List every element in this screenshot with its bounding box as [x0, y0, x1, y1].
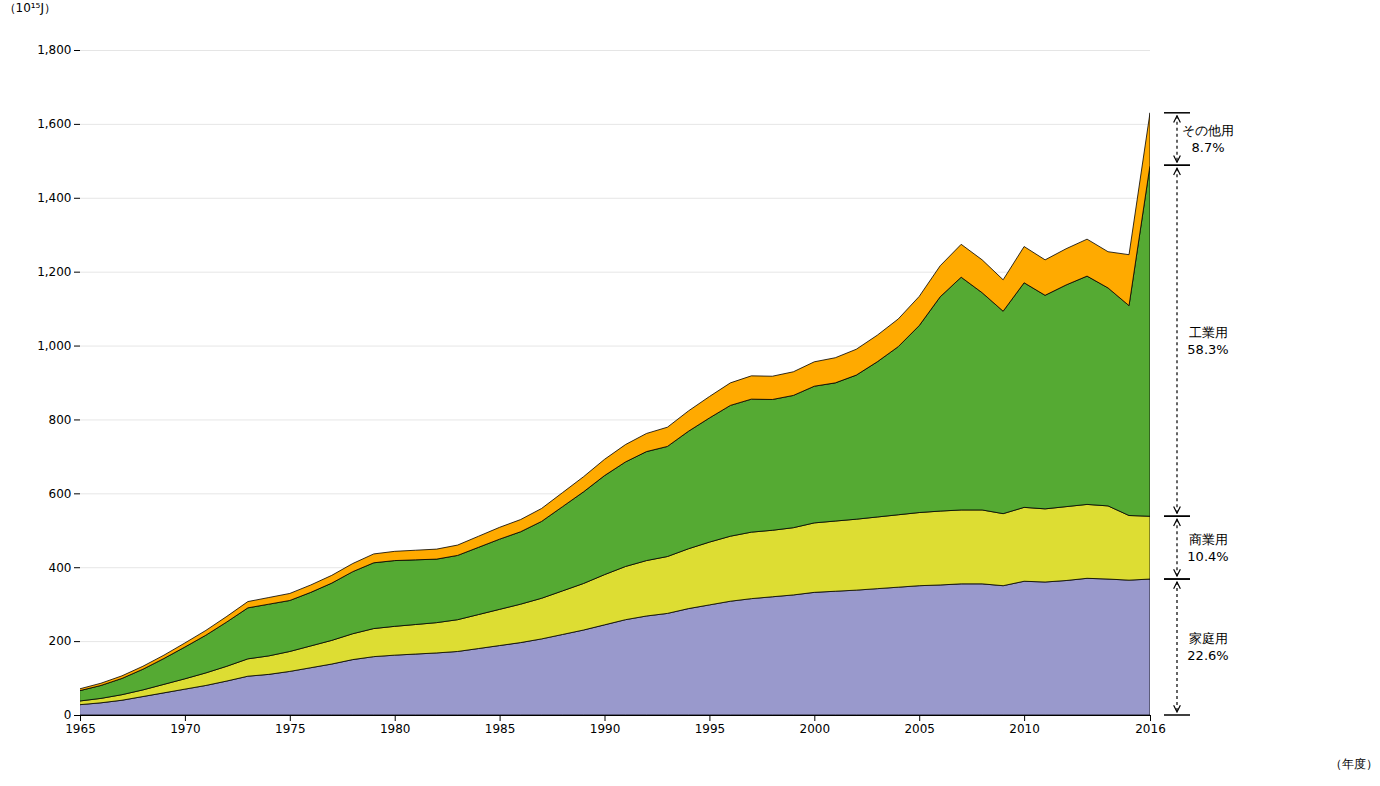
svg-text:2010: 2010	[1009, 722, 1040, 736]
svg-text:600: 600	[49, 487, 72, 501]
svg-text:1,200: 1,200	[37, 265, 71, 279]
svg-text:2016: 2016	[1135, 722, 1166, 736]
svg-text:0: 0	[64, 708, 72, 722]
svg-text:その他用8.7%: その他用8.7%	[1182, 123, 1234, 155]
svg-text:1965: 1965	[65, 722, 96, 736]
svg-text:1,400: 1,400	[37, 191, 71, 205]
svg-text:1985: 1985	[485, 722, 516, 736]
svg-text:（10¹⁵J）: （10¹⁵J）	[4, 1, 56, 15]
svg-text:400: 400	[49, 561, 72, 575]
svg-text:（年度）: （年度）	[1330, 757, 1378, 771]
svg-text:1,800: 1,800	[37, 43, 71, 57]
svg-text:1975: 1975	[275, 722, 306, 736]
svg-text:1990: 1990	[590, 722, 621, 736]
svg-text:1995: 1995	[695, 722, 726, 736]
svg-text:家庭用22.6%: 家庭用22.6%	[1187, 631, 1228, 663]
svg-text:1980: 1980	[380, 722, 411, 736]
svg-text:1,600: 1,600	[37, 117, 71, 131]
svg-text:1970: 1970	[170, 722, 201, 736]
svg-text:1,000: 1,000	[37, 339, 71, 353]
svg-text:2000: 2000	[800, 722, 831, 736]
svg-text:800: 800	[49, 413, 72, 427]
svg-text:200: 200	[49, 634, 72, 648]
svg-text:工業用58.3%: 工業用58.3%	[1187, 325, 1228, 357]
svg-text:商業用10.4%: 商業用10.4%	[1187, 532, 1228, 564]
svg-text:2005: 2005	[904, 722, 935, 736]
